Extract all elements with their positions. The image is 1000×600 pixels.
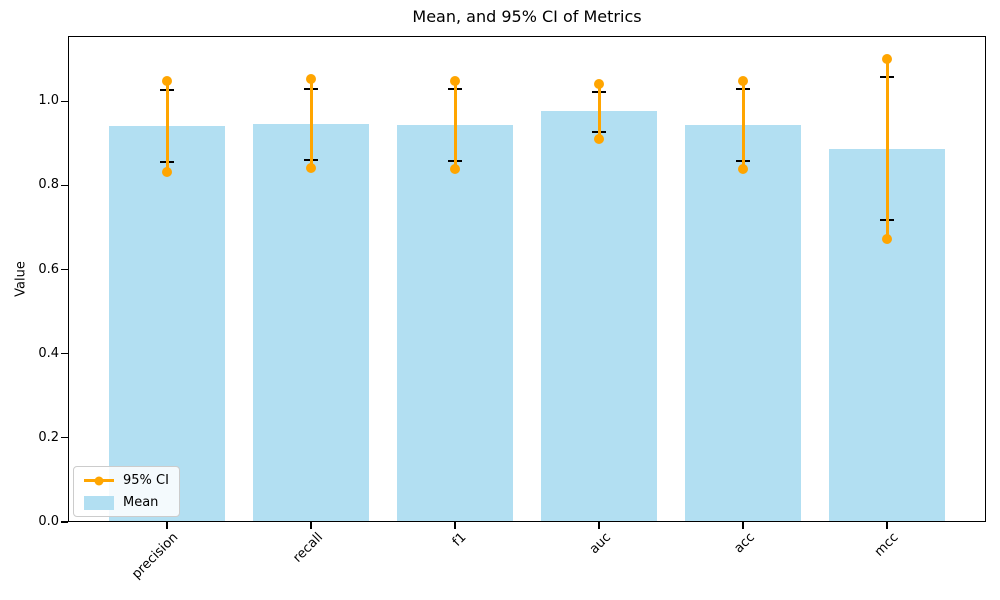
x-tick-label: recall [289,530,326,566]
ci-dot-lower [162,167,172,178]
y-tick-label: 0.8 [38,177,59,193]
ci-dot-lower [738,163,748,174]
ci-legend-dot-icon [94,476,104,485]
ci-line [309,79,313,168]
mean-legend-swatch-icon [84,495,114,510]
ci-dot-upper [450,75,460,86]
ci-dot-lower [882,233,892,244]
ci-line [597,84,601,139]
mean-bar [397,125,513,522]
x-tick-label: auc [586,530,614,558]
x-tick [886,522,888,529]
x-tick-label: f1 [449,530,470,550]
y-tick-label: 0.0 [38,514,59,529]
x-tick-label: precision [129,530,182,583]
mean-bar [541,111,657,522]
ci-line [453,80,457,170]
ci-dot-upper [306,74,316,85]
legend-item-mean: Mean [84,495,169,510]
legend: 95% CI Mean [73,466,180,517]
ci-line [741,80,745,169]
ci-line [165,80,169,173]
chart-title: Mean, and 95% CI of Metrics [412,7,642,26]
x-tick [742,522,744,529]
x-tick [166,522,168,529]
ci-dot-upper [594,79,604,90]
y-tick [61,521,68,523]
ci-dot-lower [450,164,460,175]
legend-label-mean: Mean [123,495,159,510]
mean-bar [685,125,801,522]
ci-dot-upper [738,75,748,86]
y-tick [61,100,68,102]
y-tick [61,268,68,271]
ci-dot-upper [882,54,892,65]
y-tick-label: 0.4 [38,345,59,361]
mean-bar [253,123,369,522]
x-tick-label: mcc [871,530,902,560]
x-tick [310,522,312,529]
x-tick [454,522,456,529]
legend-label-ci: 95% CI [123,473,169,488]
x-tick-label: acc [731,530,758,557]
y-tick-label: 0.6 [38,261,59,277]
x-tick [598,522,600,529]
y-tick [61,437,68,439]
y-tick [61,184,68,186]
y-tick [61,353,68,355]
ci-dot-lower [306,162,316,173]
mean-bar [109,126,225,522]
y-tick-label: 0.2 [38,429,59,445]
ci-dot-upper [162,75,172,86]
legend-item-ci: 95% CI [84,473,169,488]
ci-legend-marker-icon [84,476,114,485]
ci-dot-lower [594,133,604,144]
y-tick-label: 1.0 [38,93,59,109]
ci-line [885,59,889,239]
